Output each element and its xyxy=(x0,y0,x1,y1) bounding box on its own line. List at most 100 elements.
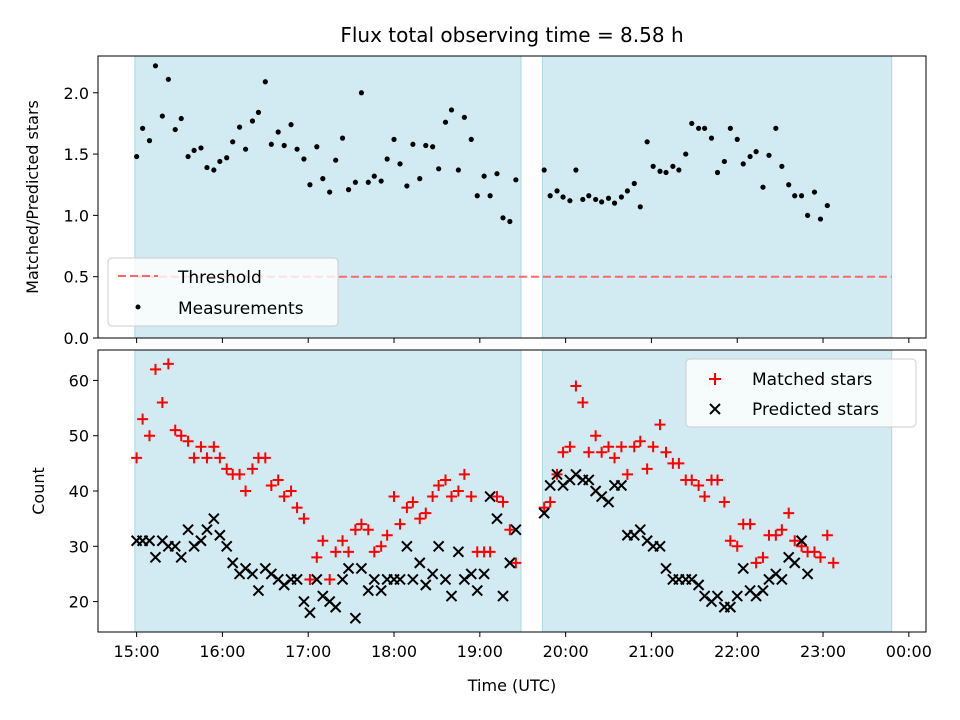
matched-star-point xyxy=(827,557,839,569)
predicted-star-point xyxy=(304,606,316,619)
matched-star-point xyxy=(564,441,576,453)
matched-star-point xyxy=(162,358,174,370)
measurement-point xyxy=(500,215,506,221)
matched-star-point xyxy=(272,474,284,486)
measurement-point xyxy=(224,155,230,161)
measurement-point xyxy=(436,166,442,172)
measurement-point xyxy=(631,180,637,187)
measurement-point xyxy=(611,200,618,206)
bottom-panel: 20 30 40 50 60 15:00 16:00 17:00 18:00 19:00 20:0… xyxy=(29,349,932,695)
measurement-point xyxy=(230,139,236,145)
matched-star-point xyxy=(175,430,187,442)
measurement-point xyxy=(275,129,281,135)
matched-star-point xyxy=(337,535,349,547)
predicted-star-point xyxy=(776,573,788,586)
measurement-point xyxy=(618,194,624,200)
measurement-point xyxy=(185,153,191,160)
bottom-ytick-label: 40 xyxy=(69,482,89,501)
matched-star-point xyxy=(557,446,569,458)
predicted-star-point xyxy=(724,601,737,613)
matched-star-point xyxy=(538,502,550,514)
top-ytick-label: 0.0 xyxy=(64,329,89,348)
predicted-star-point xyxy=(407,573,419,586)
matched-star-point xyxy=(440,474,452,486)
xtick-label: 18:00 xyxy=(371,642,417,661)
matched-star-point xyxy=(583,446,595,458)
matched-star-point xyxy=(628,441,640,453)
matched-star-point xyxy=(291,502,303,514)
matched-star-point xyxy=(693,479,705,491)
matched-star-point xyxy=(465,491,477,503)
predicted-star-point xyxy=(362,584,374,597)
measurement-point xyxy=(358,90,365,96)
measurement-point xyxy=(423,142,429,149)
measurement-point xyxy=(211,167,217,173)
matched-star-point xyxy=(724,535,736,547)
measurement-point xyxy=(314,144,320,150)
bottom-x-ticks: 15:00 16:00 17:00 18:00 19:00 20:00 21:00 22:00… xyxy=(114,632,932,661)
measurement-point xyxy=(804,212,811,218)
predicted-star-point xyxy=(615,479,628,492)
predicted-star-point xyxy=(757,584,769,597)
matched-star-point xyxy=(407,496,419,508)
predicted-star-point xyxy=(583,474,595,486)
matched-star-point xyxy=(349,524,361,536)
matched-star-point xyxy=(641,463,653,475)
legend-measurement-swatch xyxy=(135,304,141,310)
measurement-point xyxy=(159,113,165,119)
measurement-point xyxy=(198,145,204,151)
xtick-label: 15:00 xyxy=(114,642,160,661)
top-shaded-spans xyxy=(134,55,893,339)
predicted-star-point xyxy=(169,540,181,553)
measurement-point xyxy=(573,167,579,173)
measurement-point xyxy=(560,194,566,200)
measurement-point xyxy=(554,188,560,194)
measurement-point xyxy=(727,125,733,131)
top-ytick-label: 1.5 xyxy=(64,145,89,164)
predicted-star-point xyxy=(737,562,749,575)
predicted-star-point xyxy=(336,573,349,586)
measurement-point xyxy=(721,158,727,165)
matched-star-point xyxy=(240,485,252,497)
measurement-point xyxy=(255,109,262,115)
predicted-star-point xyxy=(291,573,303,586)
matched-star-point xyxy=(414,513,426,525)
matched-star-point xyxy=(603,441,615,453)
predicted-star-point xyxy=(478,568,490,580)
measurement-point xyxy=(586,193,592,199)
measurement-point xyxy=(384,156,390,162)
predicted-star-point xyxy=(465,568,477,580)
xtick-label: 19:00 xyxy=(457,642,503,661)
matched-star-point xyxy=(381,529,393,541)
count-points xyxy=(130,358,839,624)
matched-star-point xyxy=(577,397,589,409)
xtick-label: 21:00 xyxy=(628,642,674,661)
legend-predicted-swatch xyxy=(709,403,721,415)
measurement-point xyxy=(670,163,676,169)
legend-matched-swatch xyxy=(709,373,721,385)
matched-star-point xyxy=(131,452,143,464)
matched-star-point xyxy=(609,452,621,464)
predicted-star-point xyxy=(414,557,426,569)
measurement-point xyxy=(468,136,474,142)
measurement-point xyxy=(474,193,480,199)
measurement-point xyxy=(779,163,785,169)
measurement-point xyxy=(134,153,140,160)
bottom-ytick-label: 30 xyxy=(69,537,89,556)
top-legend: Threshold Measurements xyxy=(107,257,339,327)
matched-star-point xyxy=(401,502,413,514)
predicted-star-point xyxy=(471,584,483,597)
matched-star-point xyxy=(208,441,220,453)
predicted-star-point xyxy=(201,523,213,536)
matched-star-point xyxy=(368,546,380,558)
matched-star-point xyxy=(201,452,213,464)
predicted-star-point xyxy=(394,573,406,586)
xtick-label: 23:00 xyxy=(800,642,846,661)
measurement-point xyxy=(817,216,824,222)
measurement-point xyxy=(378,178,384,184)
measurement-point xyxy=(430,144,436,150)
matched-star-point xyxy=(776,524,788,536)
measurement-point xyxy=(593,196,599,203)
measurement-point xyxy=(442,119,449,125)
matched-star-point xyxy=(234,468,246,480)
